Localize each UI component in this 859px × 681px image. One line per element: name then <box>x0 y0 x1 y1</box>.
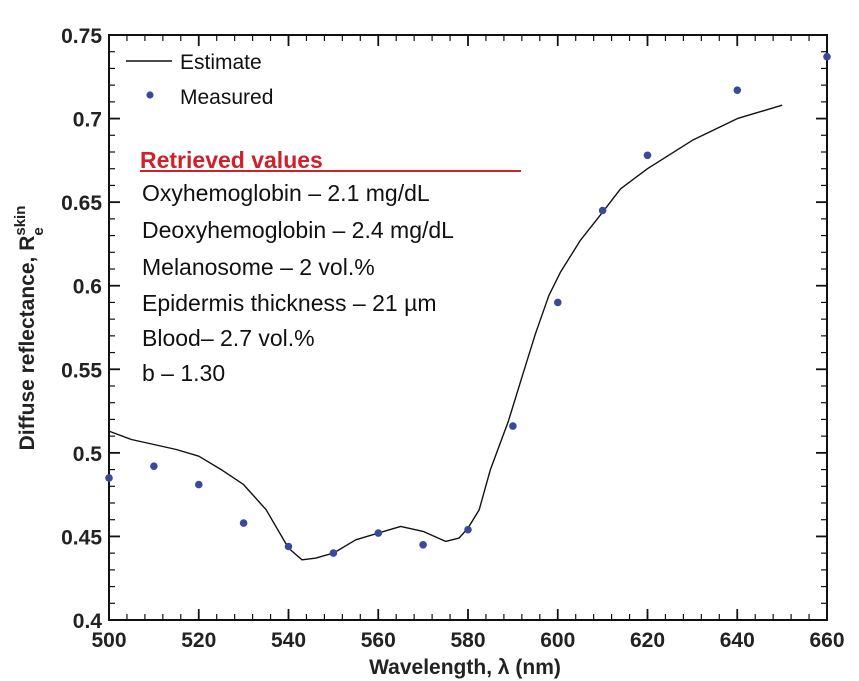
y-axis-title-subscript: e <box>30 227 47 235</box>
measured-point <box>554 298 562 307</box>
measured-point <box>195 480 203 489</box>
annotation-line: Oxyhemoglobin – 2.1 mg/dL <box>142 180 430 206</box>
x-tick-label: 580 <box>450 629 485 652</box>
annotation-line: Melanosome – 2 vol.% <box>142 254 375 280</box>
measured-point <box>284 542 293 551</box>
y-tick-label: 0.4 <box>73 610 103 633</box>
y-tick-label: 0.7 <box>73 109 102 132</box>
x-tick-label: 520 <box>181 629 216 652</box>
measured-point <box>329 549 338 557</box>
estimate-line <box>108 104 783 561</box>
annotation-line: Blood– 2.7 vol.% <box>142 325 315 351</box>
annotation-heading: Retrieved values <box>140 147 323 173</box>
x-tick-label: 560 <box>361 629 396 652</box>
x-axis-title: Wavelength, λ (nm) <box>369 656 561 679</box>
measured-point <box>464 525 472 534</box>
annotation-line: Epidermis thickness – 21 µm <box>142 290 436 316</box>
measured-point <box>823 52 831 61</box>
y-tick-label: 0.75 <box>61 25 102 48</box>
x-tick-label: 620 <box>630 629 665 652</box>
retrieved-values-annotation: Retrieved values Oxyhemoglobin – 2.1 mg/… <box>140 147 521 386</box>
x-tick-label: 640 <box>720 629 755 652</box>
x-tick-labels: 500 520 540 560 580 600 620 640 660 <box>91 629 844 652</box>
y-axis-title-superscript: skin <box>12 206 29 236</box>
measured-point <box>419 541 427 549</box>
measured-point <box>509 422 517 430</box>
measured-point <box>239 519 248 527</box>
x-tick-label: 600 <box>540 629 575 652</box>
measured-point <box>598 206 607 215</box>
x-tick-label: 500 <box>91 629 126 652</box>
y-tick-label: 0.55 <box>61 359 102 382</box>
measured-points <box>105 52 831 557</box>
measured-point <box>105 474 113 482</box>
y-tick-label: 0.6 <box>73 276 102 299</box>
measured-point <box>733 86 742 94</box>
y-axis-title-main: Diffuse reflectance, R <box>16 236 39 451</box>
annotation-line: b – 1.30 <box>142 360 225 386</box>
legend: Estimate Measured <box>126 51 273 109</box>
svg-text:Diffuse reflectance, Rskine: Diffuse reflectance, Rskine <box>12 206 47 451</box>
legend-label-measured: Measured <box>180 86 273 109</box>
legend-label-estimate: Estimate <box>180 51 262 74</box>
x-tick-label: 540 <box>271 629 306 652</box>
annotation-line: Deoxyhemoglobin – 2.4 mg/dL <box>142 217 454 243</box>
y-tick-label: 0.5 <box>73 443 103 466</box>
y-tick-label: 0.65 <box>61 192 102 215</box>
legend-marker-measured <box>146 91 154 99</box>
x-tick-label: 660 <box>809 629 844 652</box>
measured-point <box>150 462 158 471</box>
y-axis-title: Diffuse reflectance, Rskine <box>12 206 47 451</box>
measured-point <box>643 151 652 160</box>
y-tick-labels: 0.4 0.45 0.5 0.55 0.6 0.65 0.7 0.75 <box>61 25 102 633</box>
plot-frame <box>108 34 828 621</box>
measured-point <box>374 529 383 537</box>
y-tick-label: 0.45 <box>61 526 102 549</box>
